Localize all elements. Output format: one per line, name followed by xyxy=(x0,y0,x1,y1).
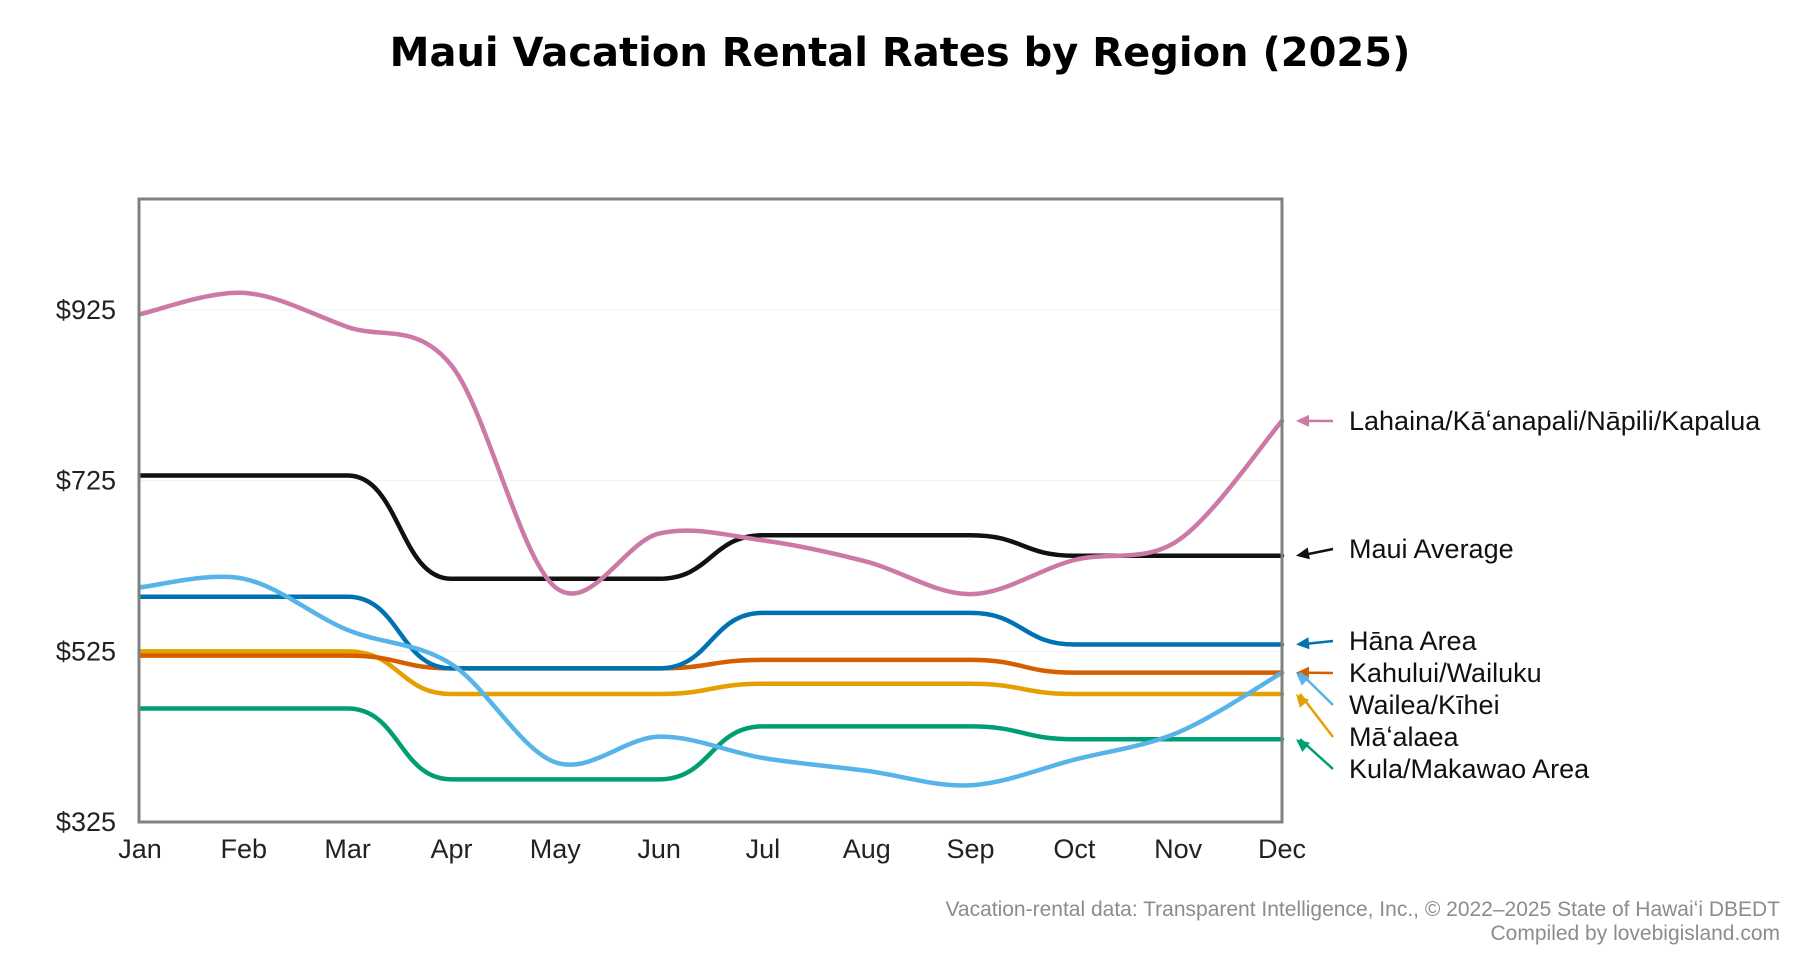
series-label: Māʻalaea xyxy=(1349,722,1460,752)
series-line xyxy=(137,653,1285,675)
series-label: Maui Average xyxy=(1349,534,1514,564)
series-label: Hāna Area xyxy=(1349,626,1478,656)
series-label: Wailea/Kīhei xyxy=(1349,690,1500,720)
y-tick-label: $925 xyxy=(56,295,116,325)
series-label: Lahaina/Kāʻanapali/Nāpili/Kapalua xyxy=(1349,406,1761,436)
grid-layer xyxy=(140,309,1282,652)
label-arrowhead xyxy=(1296,637,1310,650)
series-labels: Lahaina/Kāʻanapali/Nāpili/Kapalua Maui Av… xyxy=(1296,406,1761,784)
x-tick-label: Jun xyxy=(637,834,681,864)
y-axis-ticks: $325 $525 $725 $925 xyxy=(56,295,116,837)
x-tick-label: Apr xyxy=(430,834,472,864)
series-layer xyxy=(137,290,1285,788)
y-tick-label: $325 xyxy=(56,807,116,837)
x-tick-label: Jul xyxy=(746,834,781,864)
label-arrowhead xyxy=(1296,414,1310,427)
series-line xyxy=(137,594,1285,671)
x-tick-label: May xyxy=(530,834,582,864)
x-tick-label: Oct xyxy=(1053,834,1096,864)
series-line xyxy=(137,649,1285,697)
source-note: Vacation-rental data: Transparent Intell… xyxy=(945,898,1780,921)
x-tick-label: Feb xyxy=(221,834,268,864)
label-arrowhead xyxy=(1296,693,1310,708)
label-arrowhead xyxy=(1296,672,1310,686)
series-line xyxy=(137,290,1285,597)
x-tick-label: Dec xyxy=(1258,834,1306,864)
chart-title: Maui Vacation Rental Rates by Region (20… xyxy=(389,30,1411,76)
series-label: Kula/Makawao Area xyxy=(1349,754,1590,784)
x-tick-label: Aug xyxy=(843,834,891,864)
x-tick-label: Jan xyxy=(118,834,162,864)
x-tick-label: Sep xyxy=(947,834,995,864)
series-line xyxy=(137,574,1285,788)
x-tick-label: Mar xyxy=(324,834,371,864)
y-tick-label: $525 xyxy=(56,636,116,666)
series-label: Kahului/Wailuku xyxy=(1349,658,1542,688)
label-arrowhead xyxy=(1296,739,1310,753)
plot-frame xyxy=(137,197,1284,824)
y-tick-label: $725 xyxy=(56,466,116,496)
series-line xyxy=(137,473,1285,582)
x-axis-ticks: Jan Feb Mar Apr May Jun Jul Aug Sep Oct Nov Dec xyxy=(118,834,1306,864)
series-line xyxy=(137,706,1285,782)
credit-note: Compiled by lovebigisland.com xyxy=(1490,922,1780,945)
x-tick-label: Nov xyxy=(1154,834,1203,864)
label-arrowhead xyxy=(1296,547,1310,560)
